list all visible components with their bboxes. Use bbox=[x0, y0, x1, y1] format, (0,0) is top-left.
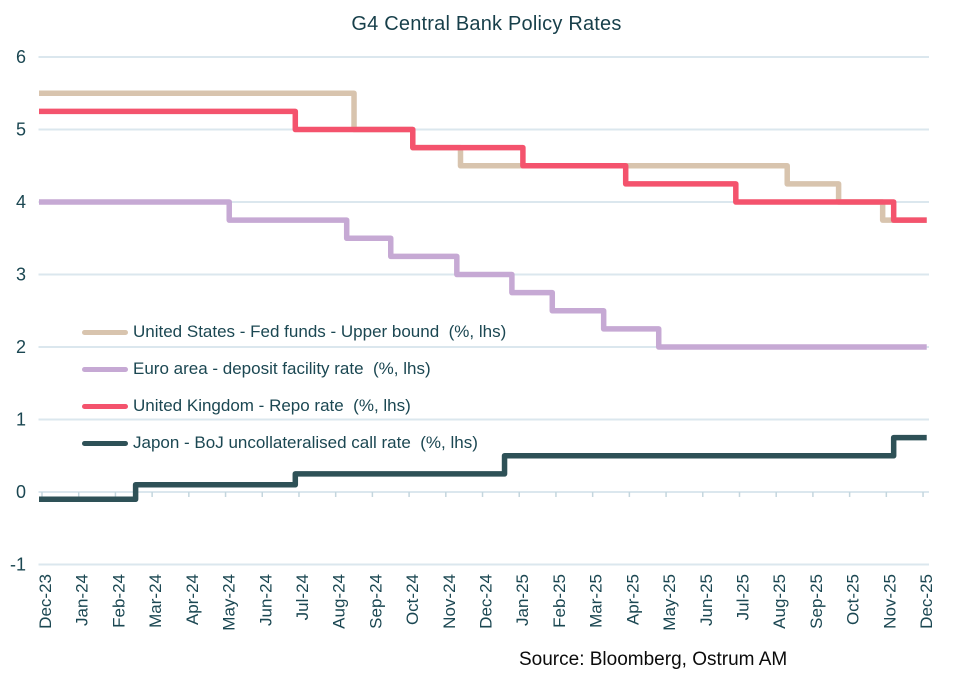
x-axis-label: Sep-25 bbox=[807, 574, 826, 629]
x-axis-label: Dec-23 bbox=[36, 574, 55, 629]
legend-swatch-united-states bbox=[82, 329, 128, 335]
y-axis-label: 3 bbox=[16, 265, 26, 285]
x-axis-label: Nov-24 bbox=[440, 574, 459, 629]
legend-label-united-states: United States - Fed funds - Upper bound … bbox=[133, 322, 507, 341]
y-axis-label: 5 bbox=[16, 120, 26, 140]
legend-item-japan: Japon - BoJ uncollateralised call rate (… bbox=[82, 433, 506, 453]
x-axis-label: Aug-25 bbox=[770, 574, 789, 629]
x-axis-label: Apr-25 bbox=[623, 574, 642, 625]
x-axis-label: Jun-25 bbox=[697, 574, 716, 626]
x-axis-label: Nov-25 bbox=[880, 574, 899, 629]
x-axis-label: Jul-24 bbox=[293, 574, 312, 620]
legend-item-united-kingdom: United Kingdom - Repo rate (%, lhs) bbox=[82, 396, 506, 416]
x-axis-label: Oct-24 bbox=[403, 574, 422, 625]
y-axis-label: 0 bbox=[16, 482, 26, 502]
y-axis-label: -1 bbox=[10, 555, 26, 575]
x-axis-label: Jan-24 bbox=[73, 574, 92, 626]
legend-label-euro-area: Euro area - deposit facility rate (%, lh… bbox=[133, 359, 431, 378]
x-axis-label: Feb-25 bbox=[550, 574, 569, 628]
series-line bbox=[39, 108, 927, 223]
x-axis-label: Mar-25 bbox=[587, 574, 606, 628]
x-axis-label: Feb-24 bbox=[109, 574, 128, 628]
legend-label-japan: Japon - BoJ uncollateralised call rate (… bbox=[133, 433, 478, 452]
x-axis-label: Jan-25 bbox=[513, 574, 532, 626]
chart-title: G4 Central Bank Policy Rates bbox=[351, 13, 622, 35]
source-note: Source: Bloomberg, Ostrum AM bbox=[519, 649, 788, 670]
x-axis-label: Apr-24 bbox=[183, 574, 202, 625]
legend-swatch-euro-area bbox=[82, 366, 128, 372]
legend-item-united-states: United States - Fed funds - Upper bound … bbox=[82, 322, 506, 342]
x-axis-label: Sep-24 bbox=[366, 574, 385, 629]
legend-swatch-japan bbox=[82, 440, 128, 446]
x-axis-label: Dec-25 bbox=[917, 574, 936, 629]
x-axis-label: Dec-24 bbox=[477, 574, 496, 629]
x-axis-label: Mar-24 bbox=[146, 574, 165, 628]
y-axis-label: 6 bbox=[16, 47, 26, 67]
legend-item-euro-area: Euro area - deposit facility rate (%, lh… bbox=[82, 359, 506, 379]
series-line bbox=[39, 199, 927, 350]
x-axis-label: Jun-24 bbox=[256, 574, 275, 626]
legend-swatch-united-kingdom bbox=[82, 403, 128, 409]
series-line bbox=[39, 434, 927, 502]
x-axis-label: May-25 bbox=[660, 574, 679, 631]
y-axis-label: 2 bbox=[16, 337, 26, 357]
y-axis-label: 1 bbox=[16, 410, 26, 430]
legend-label-united-kingdom: United Kingdom - Repo rate (%, lhs) bbox=[133, 396, 411, 415]
y-axis-label: 4 bbox=[16, 192, 26, 212]
legend: United States - Fed funds - Upper bound … bbox=[82, 322, 506, 470]
x-axis-label: Oct-25 bbox=[844, 574, 863, 625]
x-axis-label: Aug-24 bbox=[330, 574, 349, 629]
x-axis-label: Jul-25 bbox=[733, 574, 752, 620]
x-axis-label: May-24 bbox=[220, 574, 239, 631]
